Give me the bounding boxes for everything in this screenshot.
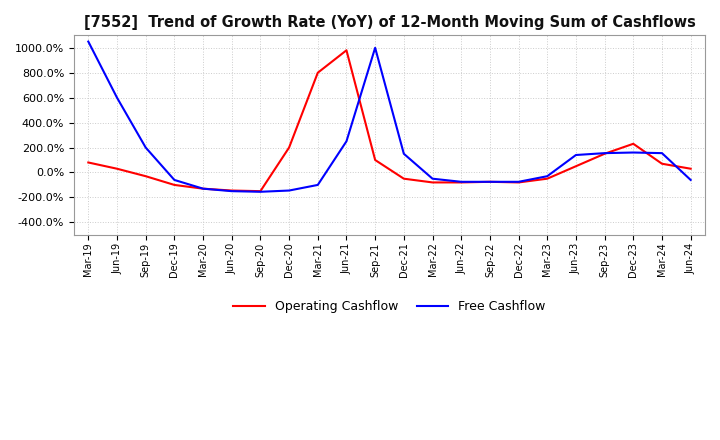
Operating Cashflow	[600, 151, 609, 156]
Operating Cashflow	[285, 145, 294, 150]
Operating Cashflow	[485, 179, 494, 184]
Operating Cashflow	[657, 161, 666, 166]
Free Cashflow	[514, 179, 523, 184]
Operating Cashflow	[629, 141, 638, 147]
Free Cashflow	[543, 173, 552, 179]
Free Cashflow	[400, 151, 408, 156]
Free Cashflow	[371, 45, 379, 51]
Free Cashflow	[285, 188, 294, 193]
Free Cashflow	[457, 179, 466, 184]
Operating Cashflow	[228, 188, 236, 193]
Operating Cashflow	[514, 180, 523, 185]
Operating Cashflow	[400, 176, 408, 181]
Operating Cashflow	[371, 158, 379, 163]
Free Cashflow	[84, 39, 93, 44]
Free Cashflow	[112, 95, 121, 100]
Operating Cashflow	[543, 176, 552, 181]
Title: [7552]  Trend of Growth Rate (YoY) of 12-Month Moving Sum of Cashflows: [7552] Trend of Growth Rate (YoY) of 12-…	[84, 15, 696, 30]
Free Cashflow	[657, 150, 666, 156]
Operating Cashflow	[112, 166, 121, 171]
Line: Operating Cashflow: Operating Cashflow	[89, 50, 690, 191]
Operating Cashflow	[141, 173, 150, 179]
Operating Cashflow	[342, 48, 351, 53]
Free Cashflow	[199, 186, 207, 191]
Free Cashflow	[572, 152, 580, 158]
Operating Cashflow	[428, 180, 437, 185]
Free Cashflow	[686, 177, 695, 183]
Line: Free Cashflow: Free Cashflow	[89, 41, 690, 192]
Operating Cashflow	[313, 70, 322, 75]
Free Cashflow	[342, 139, 351, 144]
Free Cashflow	[629, 150, 638, 155]
Free Cashflow	[228, 188, 236, 194]
Free Cashflow	[170, 177, 179, 183]
Operating Cashflow	[686, 166, 695, 171]
Operating Cashflow	[256, 188, 265, 194]
Free Cashflow	[313, 182, 322, 187]
Free Cashflow	[485, 179, 494, 184]
Operating Cashflow	[170, 182, 179, 187]
Free Cashflow	[141, 145, 150, 150]
Free Cashflow	[600, 150, 609, 156]
Free Cashflow	[256, 189, 265, 194]
Operating Cashflow	[199, 186, 207, 191]
Operating Cashflow	[84, 160, 93, 165]
Operating Cashflow	[572, 164, 580, 169]
Free Cashflow	[428, 176, 437, 181]
Operating Cashflow	[457, 180, 466, 185]
Legend: Operating Cashflow, Free Cashflow: Operating Cashflow, Free Cashflow	[228, 295, 551, 318]
